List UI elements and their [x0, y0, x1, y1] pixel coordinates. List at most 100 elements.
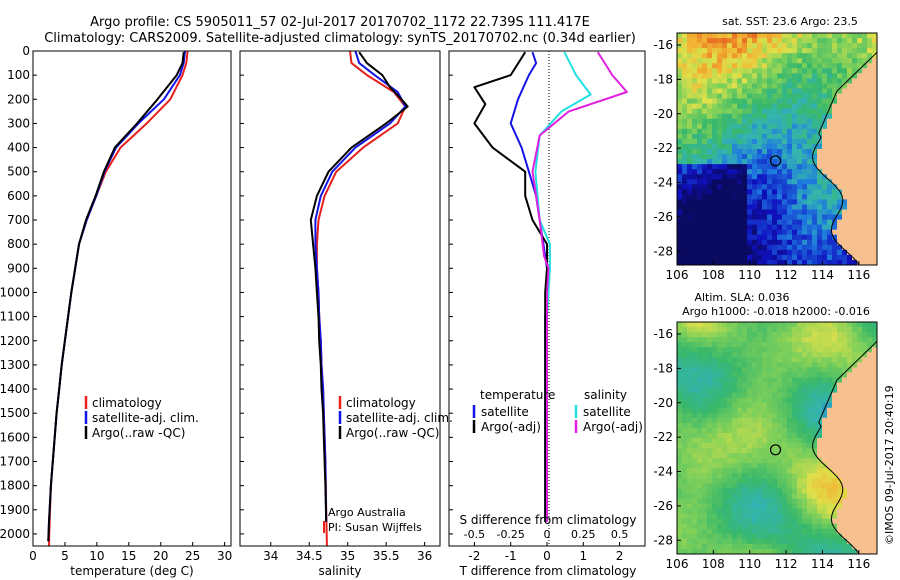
heatmap-cell	[777, 63, 783, 69]
heatmap-cell	[842, 143, 848, 150]
heatmap-cell	[782, 448, 788, 454]
heatmap-cell	[687, 63, 693, 69]
heatmap-cell	[827, 337, 833, 343]
heatmap-cell	[772, 352, 778, 358]
heatmap-cell	[852, 357, 858, 363]
heatmap-cell	[787, 342, 793, 348]
heatmap-cell	[767, 229, 773, 236]
heatmap-cell	[872, 357, 878, 363]
heatmap-cell	[772, 443, 778, 449]
heatmap-cell	[777, 347, 783, 353]
heatmap-cell	[732, 249, 738, 256]
heatmap-cell	[772, 377, 778, 383]
heatmap-cell	[782, 498, 788, 504]
heatmap-cell	[827, 194, 833, 200]
heatmap-cell	[812, 199, 818, 205]
heatmap-cell	[722, 239, 728, 246]
heatmap-cell	[832, 118, 838, 125]
heatmap-cell	[862, 149, 868, 155]
heatmap-cell	[852, 209, 858, 215]
heatmap-cell	[812, 159, 818, 165]
heatmap-cell	[772, 73, 778, 79]
heatmap-cell	[802, 194, 808, 200]
heatmap-cell	[737, 239, 743, 246]
heatmap-cell	[802, 463, 808, 469]
heatmap-cell	[722, 53, 728, 59]
heatmap-cell	[782, 169, 788, 175]
heatmap-cell	[797, 342, 803, 348]
heatmap-cell	[777, 149, 783, 155]
heatmap-cell	[707, 412, 713, 419]
heatmap-cell	[827, 239, 833, 246]
heatmap-cell	[867, 53, 873, 59]
heatmap-cell	[847, 503, 853, 510]
heatmap-cell	[742, 68, 748, 74]
heatmap-cell	[847, 123, 853, 130]
heatmap-cell	[702, 337, 708, 343]
heatmap-cell	[867, 412, 873, 419]
heatmap-cell	[842, 543, 848, 550]
heatmap-cell	[682, 33, 688, 39]
heatmap-cell	[832, 377, 838, 383]
heatmap-cell	[727, 98, 733, 105]
heatmap-cell	[787, 219, 793, 226]
heatmap-cell	[817, 118, 823, 125]
heatmap-cell	[862, 427, 868, 434]
heatmap-cell	[772, 93, 778, 99]
heatmap-cell	[867, 88, 873, 94]
heatmap-cell	[737, 548, 743, 555]
heatmap-cell	[707, 259, 713, 266]
heatmap-cell	[752, 83, 758, 89]
heatmap-cell	[812, 427, 818, 434]
heatmap-cell	[802, 229, 808, 236]
heatmap-cell	[822, 78, 828, 84]
heatmap-cell	[862, 98, 868, 105]
heatmap-cell	[732, 382, 738, 388]
heatmap-cell	[682, 58, 688, 64]
heatmap-cell	[767, 174, 773, 180]
heatmap-cell	[872, 377, 878, 383]
heatmap-cell	[752, 234, 758, 241]
heatmap-cell	[777, 528, 783, 535]
heatmap-cell	[762, 229, 768, 236]
heatmap-cell	[737, 98, 743, 105]
heatmap-cell	[677, 523, 683, 530]
heatmap-cell	[707, 367, 713, 373]
heatmap-cell	[817, 143, 823, 150]
heatmap-cell	[822, 108, 828, 115]
heatmap-cell	[772, 78, 778, 84]
heatmap-cell	[677, 337, 683, 343]
heatmap-cell	[792, 362, 798, 368]
heatmap-cell	[857, 229, 863, 236]
heatmap-cell	[682, 397, 688, 404]
sal-legend-satellite: satellite-adj. clim.	[346, 411, 453, 425]
heatmap-cell	[722, 194, 728, 200]
heatmap-cell	[857, 498, 863, 504]
agency-label: Argo Australia	[328, 506, 406, 519]
heatmap-cell	[807, 322, 813, 328]
heatmap-cell	[707, 133, 713, 140]
heatmap-cell	[687, 98, 693, 105]
heatmap-cell	[697, 468, 703, 474]
heatmap-cell	[727, 362, 733, 368]
heatmap-cell	[872, 488, 878, 494]
heatmap-cell	[732, 422, 738, 429]
heatmap-cell	[862, 259, 868, 266]
heatmap-cell	[857, 169, 863, 175]
heatmap-cell	[772, 98, 778, 105]
heatmap-cell	[762, 488, 768, 494]
heatmap-cell	[767, 43, 773, 49]
heatmap-cell	[802, 538, 808, 545]
heatmap-cell	[847, 138, 853, 145]
heatmap-cell	[792, 548, 798, 555]
lon-tick-label: 112	[775, 557, 798, 571]
heatmap-cell	[762, 407, 768, 414]
heatmap-cell	[717, 473, 723, 479]
heatmap-cell	[687, 133, 693, 140]
heatmap-cell	[752, 68, 758, 74]
heatmap-cell	[777, 214, 783, 221]
heatmap-cell	[712, 179, 718, 185]
heatmap-cell	[762, 143, 768, 150]
heatmap-cell	[822, 48, 828, 54]
heatmap-cell	[742, 548, 748, 555]
